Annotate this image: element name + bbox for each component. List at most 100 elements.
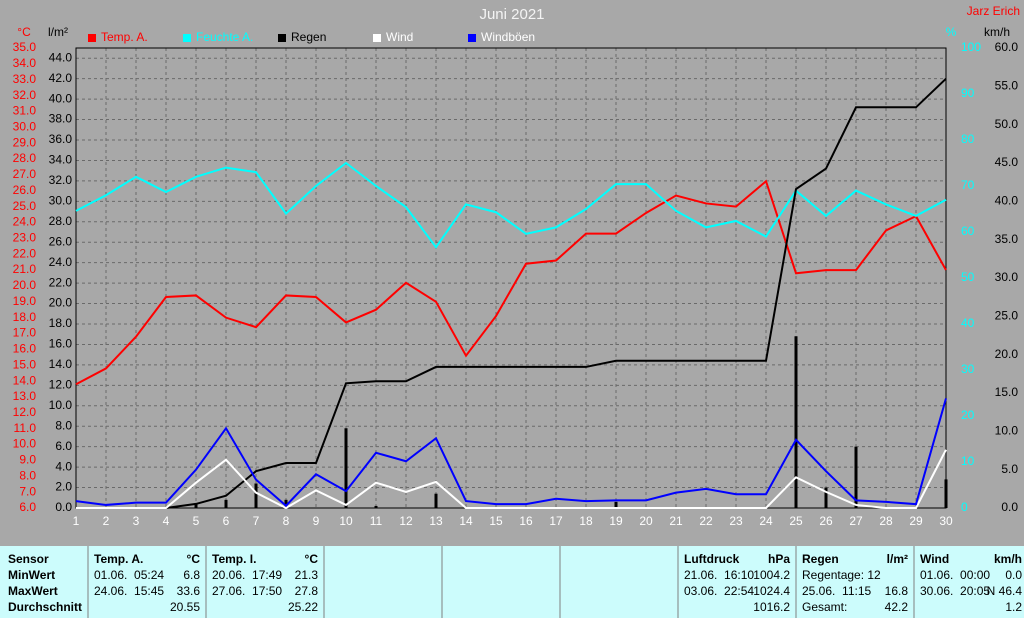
table-cell: 25.06. 11:15: [802, 584, 871, 598]
rain-bar: [614, 501, 618, 508]
column-unit: hPa: [768, 552, 790, 566]
x-tick-label: 5: [193, 514, 200, 528]
x-tick-label: 30: [939, 514, 953, 528]
y-tick-label: 45.0: [995, 155, 1019, 169]
summary-table: Sensor MinWert MaxWert Durchschnitt Temp. A.…: [8, 546, 1022, 618]
y-tick-label: 10.0: [49, 398, 73, 412]
series-line: [75, 398, 947, 508]
x-tick-label: 3: [133, 514, 140, 528]
y-tick-label: 26.0: [49, 234, 73, 248]
y-tick-label: 26.0: [13, 183, 37, 197]
rain-bar: [944, 479, 948, 508]
x-tick-label: 29: [909, 514, 923, 528]
column-unit: km/h: [994, 552, 1022, 566]
table-cell: 33.6: [177, 584, 201, 598]
y-tick-label: 42.0: [49, 71, 73, 85]
table-cell: 1004.2: [753, 568, 790, 582]
y-tick-label: 13.0: [13, 389, 37, 403]
y-tick-label: 6.0: [19, 500, 36, 514]
y-tick-label: 20.0: [49, 296, 73, 310]
table-cell: 25.22: [288, 600, 318, 614]
x-tick-label: 23: [729, 514, 743, 528]
column-title: Wind: [920, 552, 949, 566]
column-title: Regen: [802, 552, 839, 566]
table-cell: 01.06. 05:24: [94, 568, 164, 582]
series-line: [76, 77, 947, 509]
y-tick-label: 30.0: [13, 119, 37, 133]
y-tick-label: 8.0: [55, 418, 72, 432]
y-tick-label: 0.0: [1001, 500, 1018, 514]
column-title: Luftdruck: [684, 552, 740, 566]
y-tick-label: 25.0: [995, 309, 1019, 323]
legend-label: Wind: [386, 30, 413, 44]
y-tick-label: 24.0: [13, 215, 37, 229]
rain-bar: [434, 493, 438, 508]
legend-label: Regen: [291, 30, 326, 44]
rain-bar: [224, 499, 228, 508]
y-tick-label: 11.0: [14, 421, 37, 435]
y-tick-label: 27.0: [13, 167, 37, 181]
y-tick-label: 4.0: [55, 459, 72, 473]
rain-bar: [344, 428, 348, 508]
series-line: [75, 161, 947, 249]
y-tick-label: 90: [961, 86, 975, 100]
x-tick-label: 6: [223, 514, 230, 528]
rain-bar: [374, 505, 378, 508]
x-tick-label: 2: [103, 514, 110, 528]
column-title: Temp. I.: [212, 552, 256, 566]
y-tick-label: 30.0: [995, 270, 1019, 284]
y-tick-label: 6.0: [55, 439, 72, 453]
y-tick-label: 14.0: [49, 357, 73, 371]
table-cell: 27.06. 17:50: [212, 584, 282, 598]
rain-bar: [854, 446, 858, 508]
y-tick-label: 5.0: [1001, 462, 1018, 476]
y-tick-label: 29.0: [13, 135, 37, 149]
column-unit: °C: [305, 552, 319, 566]
table-cell: 6.8: [183, 568, 200, 582]
y-tick-label: 28.0: [49, 214, 73, 228]
y-tick-label: 16.0: [13, 342, 37, 356]
series-line: [76, 449, 947, 510]
table-cell: 20.06. 17:49: [212, 568, 282, 582]
column-unit: l/m²: [887, 552, 908, 566]
y-tick-label: 35.0: [13, 40, 37, 54]
y-tick-label: 34.0: [13, 56, 37, 70]
table-cell: 1024.4: [753, 584, 790, 598]
y-tick-label: 44.0: [49, 50, 73, 64]
y-tick-label: 21.0: [13, 262, 37, 276]
background: [0, 0, 1024, 546]
table-cell: 42.2: [885, 600, 909, 614]
unit-label: %: [946, 25, 957, 39]
y-tick-label: 40: [961, 316, 975, 330]
y-tick-label: 9.0: [19, 453, 36, 467]
y-tick-label: 8.0: [19, 468, 36, 482]
y-tick-label: 40.0: [49, 91, 73, 105]
y-tick-label: 16.0: [49, 337, 73, 351]
legend-swatch: [278, 34, 286, 42]
y-tick-label: 0: [961, 500, 968, 514]
y-tick-label: 10.0: [995, 424, 1019, 438]
summary-panel: [0, 546, 1024, 618]
y-tick-label: 80: [961, 132, 975, 146]
y-tick-label: 38.0: [49, 112, 73, 126]
y-tick-label: 60: [961, 224, 975, 238]
legend-label: Windböen: [481, 30, 535, 44]
x-tick-label: 12: [399, 514, 413, 528]
column-title: Temp. A.: [94, 552, 143, 566]
table-cell: N 46.4: [987, 584, 1023, 598]
y-tick-label: 12.0: [13, 405, 37, 419]
y-tick-label: 30.0: [49, 194, 73, 208]
unit-label: °C: [17, 25, 31, 39]
legend-swatch: [183, 34, 191, 42]
row-label: MinWert: [8, 568, 55, 582]
unit-label: l/m²: [48, 25, 68, 39]
x-tick-label: 22: [699, 514, 713, 528]
y-tick-label: 32.0: [13, 88, 37, 102]
chart-title: Juni 2021: [479, 6, 544, 23]
unit-label: km/h: [984, 25, 1010, 39]
rain-bar: [194, 503, 198, 508]
y-tick-label: 20.0: [13, 278, 37, 292]
x-tick-label: 4: [163, 514, 170, 528]
x-tick-label: 18: [579, 514, 593, 528]
x-tick-label: 25: [789, 514, 803, 528]
